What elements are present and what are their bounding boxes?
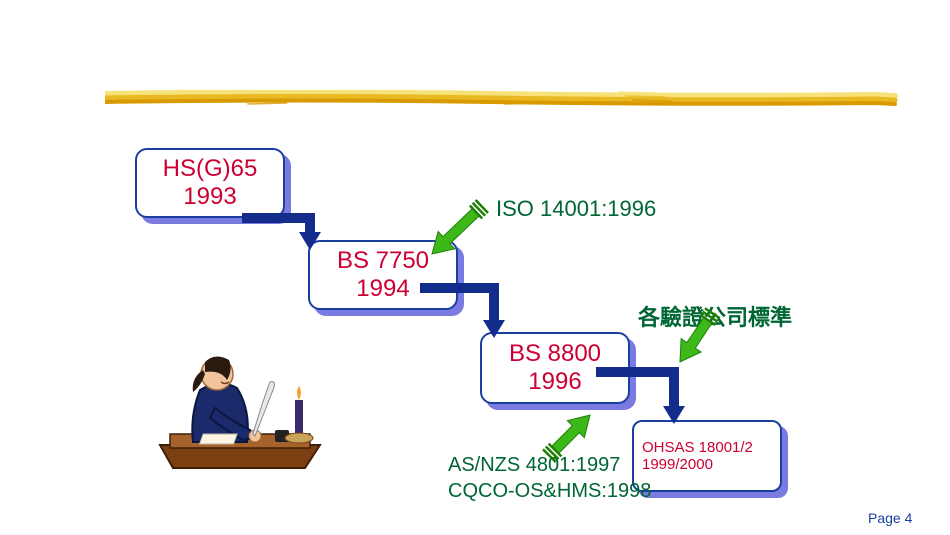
label-cqco: CQCO-OS&HMS:1998 — [448, 480, 651, 503]
page-number: Page 4 — [868, 510, 912, 526]
blue-arrow-2 — [405, 273, 519, 363]
label-iso14001: ISO 14001:1996 — [496, 196, 656, 222]
node-hsg65-line1: HS(G)65 — [163, 155, 258, 183]
green-arrow-3 — [530, 390, 615, 475]
scribe-clipart-icon — [155, 330, 325, 480]
node-bs7750-line2: 1994 — [356, 275, 409, 303]
brush-divider — [105, 90, 905, 116]
green-arrow-1 — [407, 187, 501, 279]
blue-arrow-1 — [227, 203, 335, 275]
node-ohsas-line2: 1999/2000 — [642, 456, 713, 473]
green-arrow-2 — [655, 295, 733, 387]
